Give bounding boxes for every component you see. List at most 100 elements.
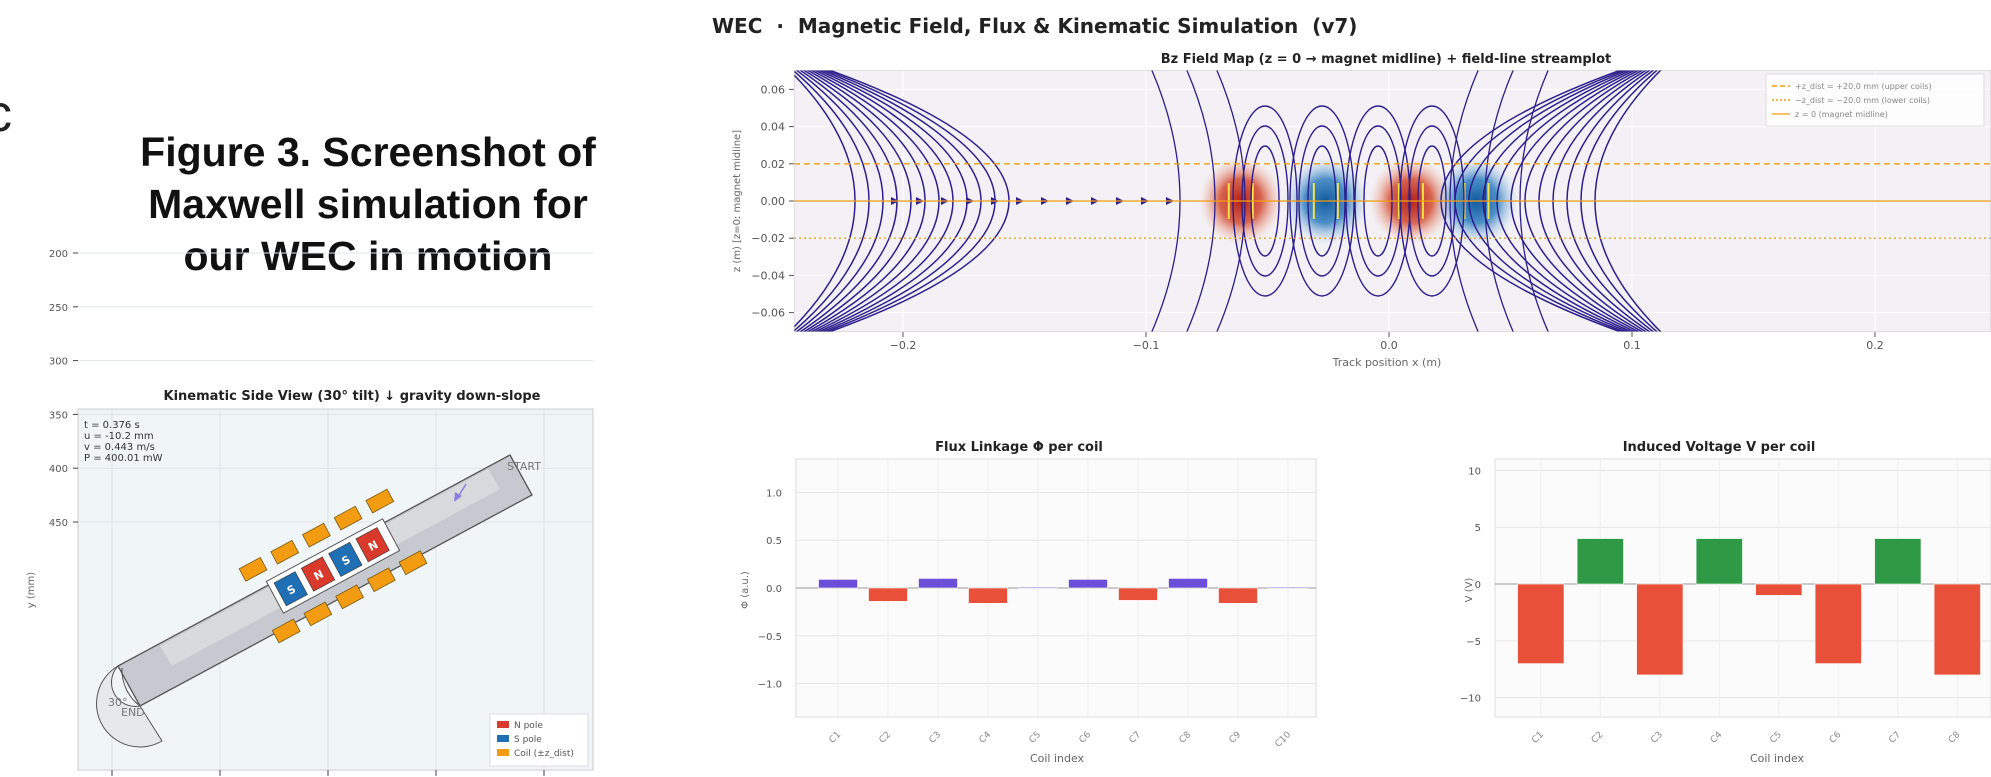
bar (1168, 578, 1208, 589)
kinematic-y-tick-label: 450 (49, 518, 68, 529)
caption-line: Figure 3. Screenshot of (140, 129, 596, 175)
bz-map-legend: +z_dist = +20.0 mm (upper coils) −z_dist… (1765, 73, 1985, 127)
legend-label-coil: Coil (±z_dist) (514, 749, 574, 759)
bar-x-tick-label: C3 (1649, 730, 1665, 746)
bz-y-tick-label: 0.02 (761, 158, 786, 171)
coil-upper (301, 522, 331, 548)
bar-x-tick-label: C1 (828, 730, 844, 746)
coil-upper (238, 556, 268, 582)
caption-line: our WEC in motion (183, 233, 553, 279)
legend-swatch-coil (497, 749, 509, 756)
magnet-n-pole (300, 556, 336, 592)
bz-x-tick-label: 0.1 (1623, 339, 1641, 352)
bar (1268, 586, 1308, 589)
bz-map-x-axis-label: Track position x (m) (1332, 356, 1442, 369)
magnet-n-pole (355, 527, 390, 563)
legend-label-lower-coils: −z_dist = −20.0 mm (lower coils) (1795, 96, 1930, 105)
bar-y-tick-label: 5 (1475, 523, 1481, 534)
bz-x-tick-label: −0.2 (890, 339, 917, 352)
kinematic-legend: N pole S pole Coil (±z_dist) (489, 713, 589, 767)
bar-x-tick-label: C4 (1709, 730, 1725, 746)
bz-map-x-ticks: −0.2 −0.1 0.0 0.1 0.2 (890, 332, 1884, 352)
legend-swatch-s-pole (497, 735, 509, 742)
bar (1018, 586, 1058, 589)
end-label: END (121, 706, 145, 719)
kinematic-y-tick-label: 250 (49, 303, 68, 314)
bz-map-reference-lines (794, 70, 1991, 332)
bar-y-tick-label: −10 (1460, 694, 1481, 705)
bar-x-tick-label: C2 (878, 730, 894, 746)
coil-upper (365, 488, 395, 514)
magnet-s-pole (328, 541, 363, 577)
bar-x-tick-label: C8 (1178, 730, 1194, 746)
bz-x-tick-label: −0.1 (1133, 339, 1160, 352)
voltage-y-axis-label: V (V) (1464, 578, 1475, 603)
gravity-arrow-icon (454, 483, 467, 502)
bz-y-tick-label: 0.04 (761, 121, 786, 134)
coil-lower (271, 618, 301, 644)
bar-x-tick-label: C6 (1078, 730, 1094, 746)
kinematic-title: Kinematic Side View (30° tilt) ↓ gravity… (164, 389, 541, 404)
bar-x-tick-label: C8 (1947, 730, 1963, 746)
legend-swatch-n-pole (497, 721, 509, 728)
bar (968, 587, 1008, 604)
bar-x-tick-label: C7 (1128, 730, 1144, 746)
kinematic-y-ticks: 200 250 300 350 400 450 (49, 249, 78, 529)
coil-lower (303, 601, 333, 627)
bar (1814, 583, 1862, 664)
bar-y-tick-label: −1.0 (758, 680, 782, 691)
legend-label-n-pole: N pole (514, 721, 543, 731)
bz-map-title: Bz Field Map (z = 0 → magnet midline) + … (1161, 52, 1612, 67)
bz-x-tick-label: 0.0 (1380, 339, 1398, 352)
bar-y-tick-label: 10 (1468, 466, 1481, 477)
bar-y-tick-label: −5 (1466, 637, 1481, 648)
kinematic-y-tick-label: 300 (49, 357, 68, 368)
bar-x-tick-label: C4 (978, 730, 994, 746)
bar (1755, 583, 1803, 596)
bar-x-tick-label: C7 (1887, 730, 1903, 746)
voltage-x-axis-label: Coil index (1750, 752, 1805, 765)
bz-y-tick-label: −0.06 (751, 307, 785, 320)
bar-x-tick-label: C1 (1530, 730, 1546, 746)
bar (818, 579, 858, 589)
coil-lower (398, 550, 428, 576)
bar (1874, 538, 1922, 585)
bar (868, 587, 908, 602)
kinematic-y-tick-label: 400 (49, 464, 68, 475)
coil-lower (335, 584, 365, 610)
bar-x-tick-label: C5 (1028, 730, 1044, 746)
readout-velocity: v = 0.443 m/s (84, 442, 155, 453)
figure-caption: Figure 3. Screenshot of Maxwell simulati… (108, 126, 628, 282)
readout-power: P = 400.01 mW (84, 453, 163, 464)
bz-map-y-axis-label: z (m) [z=0: magnet midline] (732, 130, 743, 272)
bar-y-tick-label: 0.0 (766, 584, 782, 595)
bar-x-tick-label: C3 (928, 730, 944, 746)
bar-y-tick-label: 1.0 (766, 488, 782, 499)
bar-x-tick-label: C10 (1273, 730, 1293, 750)
bar (1068, 579, 1108, 589)
kinematic-x-ticks (111, 770, 545, 776)
induced-voltage-chart: Induced Voltage V per coil 10 5 0 −5 −10 C1 C2… (1460, 440, 1991, 765)
bz-y-tick-label: −0.02 (751, 232, 785, 245)
kinematic-grid (78, 252, 593, 770)
bar-y-tick-label: −0.5 (758, 632, 782, 643)
bar (1933, 583, 1981, 676)
bar (1576, 538, 1624, 585)
flux-linkage-chart: Flux Linkage Φ per coil 1.0 0.5 0.0 −0.5 −1.… (740, 440, 1317, 765)
bar (1695, 538, 1743, 585)
flux-x-axis-label: Coil index (1030, 752, 1085, 765)
flux-y-axis-label: Φ (a.u.) (740, 571, 751, 609)
start-label: START (507, 460, 541, 473)
bz-y-tick-label: 0.06 (761, 83, 786, 96)
coil-upper (333, 505, 363, 531)
bar-x-tick-label: C6 (1828, 730, 1844, 746)
bar-x-tick-label: C2 (1590, 730, 1606, 746)
kinematic-y-tick-label: 200 (49, 249, 68, 260)
bz-field-map-chart: Bz Field Map (z = 0 → magnet midline) + … (732, 52, 1991, 369)
bz-y-tick-label: 0.00 (761, 195, 786, 208)
kinematic-y-tick-label: 350 (49, 410, 68, 421)
